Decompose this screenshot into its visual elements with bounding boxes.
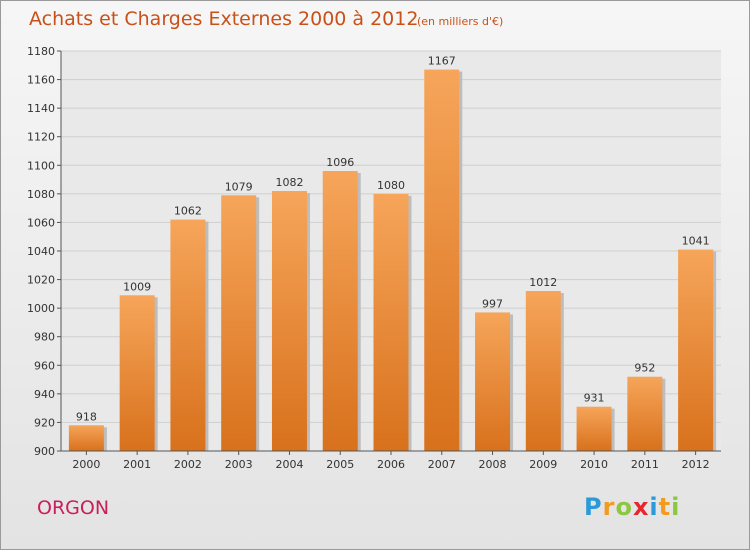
x-tick-label: 2011: [631, 458, 659, 471]
bar-value-label: 1167: [428, 55, 456, 68]
y-tick-label: 1020: [27, 274, 55, 287]
chart-title: Achats et Charges Externes 2000 à 2012: [29, 8, 419, 30]
y-tick-label: 980: [34, 331, 55, 344]
y-tick-label: 1140: [27, 102, 55, 115]
bar-value-label: 997: [482, 297, 503, 310]
y-tick-label: 920: [34, 416, 55, 429]
x-tick-label: 2004: [275, 458, 303, 471]
bar-value-label: 1009: [123, 280, 151, 293]
bar-value-label: 1082: [275, 176, 303, 189]
bar: [170, 219, 206, 451]
y-tick-label: 1160: [27, 74, 55, 87]
y-tick-label: 900: [34, 445, 55, 458]
bar-value-label: 1096: [326, 156, 354, 169]
y-tick-label: 1040: [27, 245, 55, 258]
bar: [271, 191, 307, 451]
bar: [119, 295, 155, 451]
y-tick-label: 1100: [27, 159, 55, 172]
x-tick-label: 2002: [174, 458, 202, 471]
proxiti-logo: Proxiti: [584, 493, 681, 521]
bar-value-label: 1080: [377, 179, 405, 192]
place-name: ORGON: [37, 497, 110, 519]
bar-value-label: 1062: [174, 205, 202, 218]
bar: [424, 69, 460, 452]
y-tick-label: 1120: [27, 131, 55, 144]
x-tick-label: 2010: [580, 458, 608, 471]
x-tick-label: 2009: [529, 458, 557, 471]
y-tick-label: 960: [34, 359, 55, 372]
x-tick-label: 2005: [326, 458, 354, 471]
bar-value-label: 918: [76, 410, 97, 423]
bar: [678, 249, 714, 451]
x-tick-label: 2007: [428, 458, 456, 471]
bar-value-label: 1012: [529, 276, 557, 289]
y-tick-label: 1000: [27, 302, 55, 315]
bar: [221, 195, 257, 451]
x-tick-label: 2003: [225, 458, 253, 471]
bar-value-label: 1041: [682, 235, 710, 248]
bar: [627, 376, 663, 451]
y-tick-label: 1060: [27, 216, 55, 229]
y-tick-label: 1080: [27, 188, 55, 201]
x-tick-label: 2006: [377, 458, 405, 471]
bar-value-label: 1079: [225, 180, 253, 193]
y-tick-label: 940: [34, 388, 55, 401]
x-tick-label: 2008: [479, 458, 507, 471]
bar-value-label: 931: [584, 392, 605, 405]
bar: [475, 312, 511, 451]
bar: [68, 425, 104, 451]
y-tick-label: 1180: [27, 45, 55, 58]
bar: [525, 291, 561, 451]
x-tick-label: 2001: [123, 458, 151, 471]
bar-value-label: 952: [634, 362, 655, 375]
bar: [373, 193, 409, 451]
bar: [576, 406, 612, 451]
x-tick-label: 2000: [72, 458, 100, 471]
chart-subtitle: (en milliers d'€): [417, 15, 504, 28]
x-tick-label: 2012: [682, 458, 710, 471]
bar: [322, 171, 358, 451]
